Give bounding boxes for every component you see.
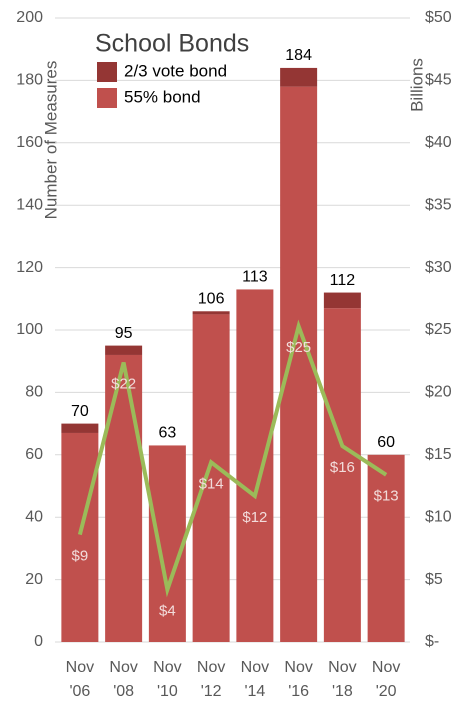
y2-tick-label: $30 (425, 259, 452, 276)
legend-swatch (97, 62, 117, 82)
y2-tick-label: $35 (425, 196, 452, 213)
y2-axis-title: Billions (407, 58, 426, 112)
total-label: 63 (158, 425, 176, 442)
y-tick-label: 80 (25, 384, 43, 401)
legend-swatch (97, 88, 117, 108)
y2-tick-label: $20 (425, 384, 452, 401)
line-value-label: $12 (242, 509, 267, 526)
line-value-label: $9 (72, 548, 89, 565)
total-label: 106 (198, 290, 225, 307)
total-label: 70 (71, 403, 89, 420)
line-value-label: $16 (330, 459, 355, 476)
y-tick-label: 60 (25, 446, 43, 463)
x-tick-label: Nov '12 (197, 659, 225, 700)
bar-segment (192, 311, 230, 315)
y-tick-label: 120 (16, 259, 43, 276)
y-tick-label: 180 (16, 72, 43, 89)
line-value-label: $25 (286, 339, 311, 356)
bar-segment (280, 67, 318, 87)
y2-tick-label: $40 (425, 134, 452, 151)
total-label: 60 (377, 434, 395, 451)
total-label: 95 (115, 325, 133, 342)
y2-tick-label: $45 (425, 72, 452, 89)
bar-segment (61, 432, 99, 642)
bar-segment (236, 289, 274, 642)
bar-segment (323, 292, 361, 309)
y-tick-label: 20 (25, 571, 43, 588)
y2-tick-label: $25 (425, 321, 452, 338)
y-tick-label: 100 (16, 321, 43, 338)
line-series (77, 319, 388, 598)
y2-tick-label: $50 (425, 9, 452, 26)
y-tick-label: 200 (16, 9, 43, 26)
chart-title: School Bonds (95, 30, 249, 58)
y2-tick-label: $5 (425, 571, 443, 588)
bar-segment (61, 423, 99, 433)
y2-tick-label: $- (425, 633, 439, 650)
y-axis-title: Number of Measures (41, 61, 60, 220)
line-value-label: $13 (374, 488, 399, 505)
bar-segment (323, 308, 361, 642)
x-tick-label: Nov '06 (66, 659, 94, 700)
y-tick-label: 160 (16, 134, 43, 151)
y-tick-label: 140 (16, 196, 43, 213)
legend-label: 2/3 vote bond (124, 61, 227, 80)
total-label: 112 (330, 272, 356, 289)
x-tick-label: Nov '08 (109, 659, 137, 700)
total-label: 184 (285, 47, 312, 64)
line-value-label: $22 (111, 375, 136, 392)
y2-tick-label: $15 (425, 446, 452, 463)
x-tick-label: Nov '16 (284, 659, 312, 700)
bar-segment (192, 314, 230, 642)
line-value-label: $14 (199, 475, 224, 492)
total-label: 113 (242, 269, 268, 286)
bar-segment (148, 445, 186, 642)
x-tick-label: Nov '10 (153, 659, 181, 700)
bar-segment (367, 454, 405, 642)
line-value-label: $4 (159, 603, 176, 620)
x-tick-label: Nov '20 (372, 659, 400, 700)
y-tick-label: 40 (25, 508, 43, 525)
legend-label: 55% bond (124, 87, 201, 106)
x-tick-label: Nov '18 (328, 659, 356, 700)
bar-segment (105, 345, 143, 355)
bar-segment (105, 354, 143, 642)
y-tick-label: 0 (34, 633, 43, 650)
y2-tick-label: $10 (425, 508, 452, 525)
x-tick-label: Nov '14 (241, 659, 269, 700)
